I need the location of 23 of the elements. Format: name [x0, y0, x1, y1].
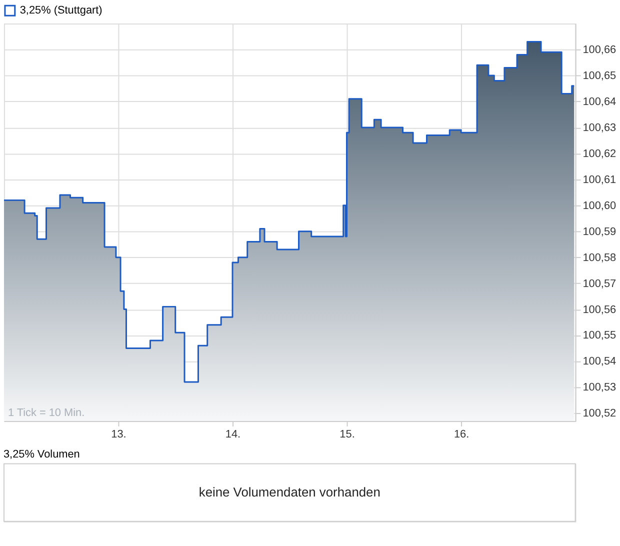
y-tick-label: 100,64: [582, 96, 616, 108]
y-tick-label: 100,62: [582, 148, 616, 160]
y-tick-label: 100,60: [582, 200, 616, 212]
x-tick-label: 15.: [340, 428, 355, 440]
y-tick-label: 100,53: [582, 382, 616, 394]
text: keine Volumendaten vorhanden: [198, 484, 380, 500]
text: 3,25% Volumen: [3, 448, 80, 460]
y-tick-label: 100,63: [582, 122, 616, 134]
annotation: 1 Tick = 10 Min.: [8, 407, 85, 420]
y-tick-label: 100,58: [582, 252, 616, 264]
y-tick-label: 100,66: [582, 44, 616, 56]
y-tick-label: 100,55: [582, 330, 616, 342]
y-tick-label: 100,59: [582, 226, 616, 238]
y-tick-label: 100,65: [582, 70, 616, 82]
y-tick-label: 100,56: [582, 304, 616, 316]
y-tick-label: 100,57: [582, 278, 616, 290]
y-tick-label: 100,54: [582, 356, 616, 368]
y-tick-label: 100,61: [582, 174, 616, 186]
y-tick-label: 100,52: [582, 408, 616, 420]
x-tick-label: 13.: [111, 428, 126, 440]
x-tick-label: 16.: [454, 428, 470, 440]
x-tick-label: 14.: [225, 428, 241, 440]
legend-label: 3,25% (Stuttgart): [20, 4, 102, 17]
